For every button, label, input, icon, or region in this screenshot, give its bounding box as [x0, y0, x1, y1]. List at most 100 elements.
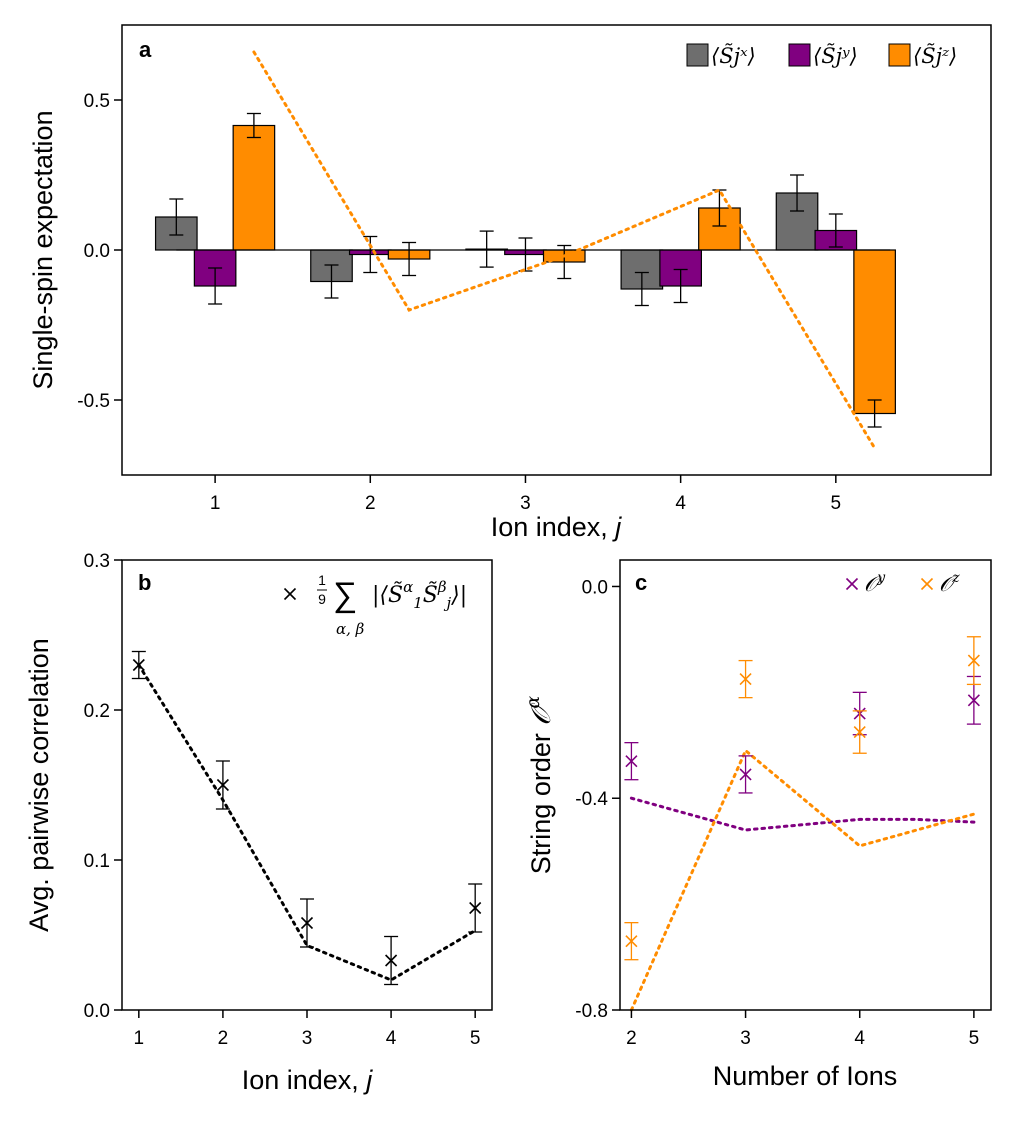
panel-b-x-label: Ion index, j	[242, 1065, 374, 1095]
panel-b: 0.0 0.1 0.2 0.3 1 2 3 4 5 b Avg. pairwise corre…	[24, 551, 493, 1095]
panel-c-ytick-2-label: 0.0	[582, 577, 608, 598]
legend-expression-part-4: β	[437, 578, 447, 596]
panel-b-legend-marker	[283, 587, 297, 601]
panel-c-xtick-2-label: 2	[626, 1028, 637, 1049]
errorbar-Sz-1	[246, 112, 261, 139]
panel-a-xtick-3-label: 3	[520, 493, 531, 514]
panel-c-legend-label-Oy: 𝒪y	[864, 570, 886, 596]
panel-a-y-label: Single-spin expectation	[28, 110, 58, 389]
panel-c-ytick-2: 0.0	[582, 577, 620, 598]
panel-a: -0.5 0.0 0.5 1 2 3 4 5 a Single-spin expectati…	[28, 24, 992, 542]
panel-b-xtick-4-label: 4	[386, 1028, 397, 1049]
legend-sum-subscript: α, β	[336, 620, 365, 638]
errorbar-Sy-1	[208, 267, 223, 305]
legend-expression: |⟨S̃α1S̃βj⟩|	[372, 578, 467, 612]
legend-expression-part-3: S̃	[423, 582, 438, 608]
panel-b-ytick-2: 0.2	[84, 701, 122, 722]
legend-expression-part-5: j	[444, 594, 452, 612]
legend-swatch-Sy	[788, 43, 811, 67]
panel-a-xtick-4-label: 4	[675, 493, 686, 514]
panel-b-point-4	[385, 954, 398, 967]
panel-a-ytick-2: 0.5	[84, 91, 122, 112]
panel-c-xtick-3-label: 3	[740, 1028, 751, 1049]
legend-expression-part-2: 1	[413, 594, 423, 612]
panel-b-theory-line	[137, 663, 477, 982]
panel-a-ytick-0: -0.5	[77, 391, 122, 412]
legend-fraction-num: 1	[318, 572, 326, 588]
panel-c-legend-item-Oz: 𝒪z	[920, 570, 960, 596]
panel-a-x-label: Ion index, j	[491, 512, 623, 542]
panel-c-x-label: Number of Ions	[713, 1061, 898, 1091]
errorbar-Sy-5	[828, 213, 843, 248]
errorbar-Sx-4	[634, 271, 649, 307]
panel-c-y-ticks: -0.8 -0.4 0.0	[575, 577, 620, 1022]
legend-swatch-Sz	[888, 43, 911, 67]
panel-c-point-Oy-3	[739, 768, 752, 781]
panel-a-xtick-2: 2	[365, 475, 376, 514]
panel-c-xtick-4-label: 4	[854, 1028, 865, 1049]
x-label-text: Ion index,	[242, 1065, 367, 1095]
panel-a-legend: ⟨S̃jˣ⟩ ⟨S̃jʸ⟩ ⟨S̃jᶻ⟩	[686, 43, 957, 68]
panel-c-ytick-0-label: -0.8	[575, 1001, 608, 1022]
panel-a-xtick-1-label: 1	[210, 493, 221, 514]
legend-label-Sx: ⟨S̃jˣ⟩	[711, 44, 756, 68]
legend-sup: y	[876, 570, 886, 586]
legend-item-Sy: ⟨S̃jʸ⟩	[788, 43, 858, 68]
panel-b-point-2	[216, 778, 229, 792]
panel-c-plot-area	[624, 636, 981, 1012]
y-label-sup: α	[522, 696, 544, 709]
panel-b-ytick-1: 0.1	[84, 851, 122, 872]
panel-b-ytick-0-label: 0.0	[84, 1001, 110, 1022]
panel-c-xtick-2: 2	[626, 1010, 637, 1049]
panel-a-ytick-1-label: 0.0	[84, 241, 110, 262]
legend-label-Sz: ⟨S̃jᶻ⟩	[913, 44, 957, 68]
errorbar-Sz-5	[867, 399, 882, 428]
panel-b-plot-area	[131, 650, 483, 986]
legend-sup: z	[951, 570, 960, 586]
panel-c-point-Oz-3	[739, 673, 752, 686]
panel-c-theory-Oz	[629, 748, 976, 1012]
panel-b-letter: b	[138, 570, 151, 595]
errorbar-Sx-5	[790, 174, 805, 212]
panel-c-xtick-3: 3	[740, 1010, 751, 1049]
panel-c-legend-label-Oz: 𝒪z	[939, 570, 960, 596]
panel-b-ytick-3-label: 0.3	[84, 551, 110, 572]
panel-b-y-label: Avg. pairwise correlation	[24, 638, 54, 932]
x-label-var: j	[611, 512, 622, 542]
panel-a-xtick-1: 1	[210, 475, 221, 514]
panel-b-legend: 19 ∑α, β|⟨S̃α1S̃βj⟩|	[283, 572, 467, 638]
panel-b-ytick-2-label: 0.2	[84, 701, 110, 722]
panel-a-ytick-2-label: 0.5	[84, 91, 110, 112]
panel-a-ytick-0-label: -0.5	[77, 391, 110, 412]
legend-swatch-Sx	[686, 43, 709, 67]
panel-b-x-ticks: 1 2 3 4 5	[134, 1010, 480, 1049]
errorbar-Sy-4	[673, 268, 688, 304]
errorbar-Sx-1	[169, 198, 184, 236]
legend-expression-part-0: |⟨S̃	[372, 582, 403, 608]
panel-c-xtick-5-label: 5	[969, 1028, 980, 1049]
panel-a-letter: a	[139, 37, 152, 62]
panel-c-ytick-1-label: -0.4	[575, 789, 608, 810]
errorbar-Sz-4	[712, 189, 727, 227]
panel-c-letter: c	[635, 570, 647, 595]
panel-b-xtick-3-label: 3	[302, 1028, 313, 1049]
errorbar-Sz-3	[557, 244, 572, 280]
panel-a-plot-area	[154, 50, 896, 450]
panel-c-legend-marker-Oy	[845, 577, 859, 591]
y-label-text: String order	[526, 726, 556, 875]
legend-item-Sz: ⟨S̃jᶻ⟩	[888, 43, 957, 68]
bar-Sz-5	[853, 249, 896, 415]
panel-b-xtick-5: 5	[470, 1010, 480, 1049]
legend-expression-part-1: α	[403, 578, 413, 596]
errorbar-Sz-2	[402, 241, 417, 277]
panel-a-ytick-1: 0.0	[84, 241, 122, 262]
panel-c-legend: 𝒪y 𝒪z	[845, 570, 960, 596]
legend-item-Sx: ⟨S̃jˣ⟩	[686, 43, 756, 68]
x-label-var: j	[362, 1065, 373, 1095]
panel-c-legend-item-Oy: 𝒪y	[845, 570, 886, 596]
legend-fraction-den: 9	[318, 591, 326, 607]
x-label-text: Ion index,	[491, 512, 616, 542]
panel-a-xtick-3: 3	[520, 475, 531, 514]
panel-c-xtick-5: 5	[969, 1010, 980, 1049]
